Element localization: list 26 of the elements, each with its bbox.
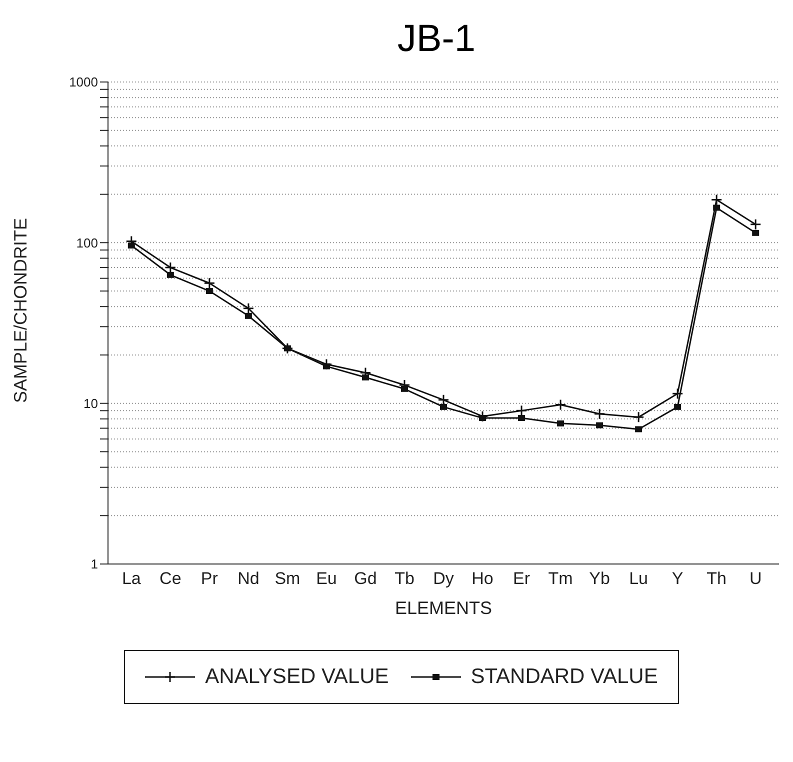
x-tick-label: Ho: [472, 569, 494, 588]
chart-title: JB-1: [396, 17, 477, 62]
x-tick-label: Y: [672, 569, 684, 588]
y-tick-label: 1: [90, 556, 98, 572]
x-tick-label: Pr: [200, 569, 218, 588]
y-axis-title: SAMPLE/CHONDRITE: [10, 218, 30, 403]
x-tick-label: Th: [706, 569, 727, 588]
x-tick-label: Sm: [274, 569, 300, 588]
x-tick-label: Lu: [629, 569, 648, 588]
x-tick-label: Dy: [433, 569, 454, 588]
x-tick-label: U: [749, 569, 762, 588]
x-tick-label: Nd: [238, 569, 260, 588]
legend-label: STANDARD VALUE: [470, 665, 658, 689]
x-tick-label: Ce: [160, 569, 182, 588]
x-tick-label: Tb: [394, 569, 414, 588]
x-tick-label: Er: [513, 569, 530, 588]
y-tick-label: 100: [76, 235, 98, 250]
x-tick-label: La: [122, 569, 142, 588]
legend-label: ANALYSED VALUE: [204, 665, 389, 689]
y-tick-label: 1000: [69, 74, 98, 90]
x-tick-label: Gd: [354, 569, 377, 588]
x-axis-title: ELEMENTS: [394, 598, 492, 618]
x-tick-label: Eu: [316, 569, 337, 588]
x-tick-label: Tm: [548, 569, 573, 588]
x-tick-label: Yb: [589, 569, 610, 588]
y-tick-label: 10: [84, 396, 98, 411]
